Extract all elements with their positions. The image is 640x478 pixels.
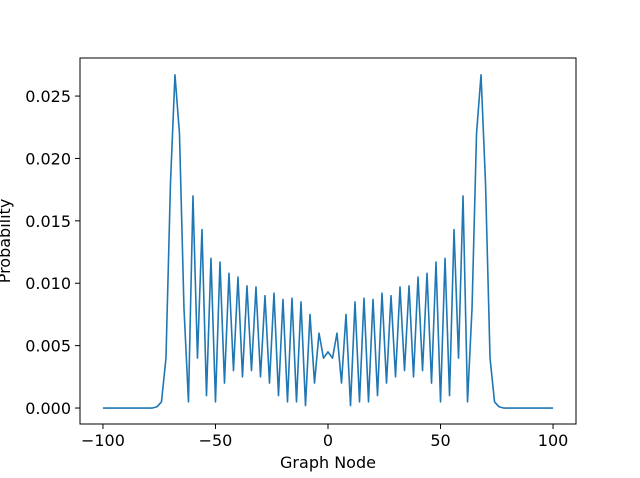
y-tick-label: 0.005 (25, 337, 71, 356)
x-axis-label: Graph Node (280, 453, 376, 472)
plot-frame (79, 57, 577, 425)
x-tick-label: −50 (199, 431, 233, 450)
data-line (102, 74, 554, 409)
y-axis-label: Probability (0, 199, 14, 284)
y-tick-label: 0.020 (25, 149, 71, 168)
y-tick-label: 0.025 (25, 87, 71, 106)
y-tick-label: 0.010 (25, 274, 71, 293)
x-tick-label: 50 (430, 431, 450, 450)
x-tick-label: 0 (323, 431, 333, 450)
y-tick-label: 0.000 (25, 399, 71, 418)
x-tick-label: −100 (81, 431, 125, 450)
x-tick-label: 100 (538, 431, 569, 450)
y-tick-label: 0.015 (25, 212, 71, 231)
